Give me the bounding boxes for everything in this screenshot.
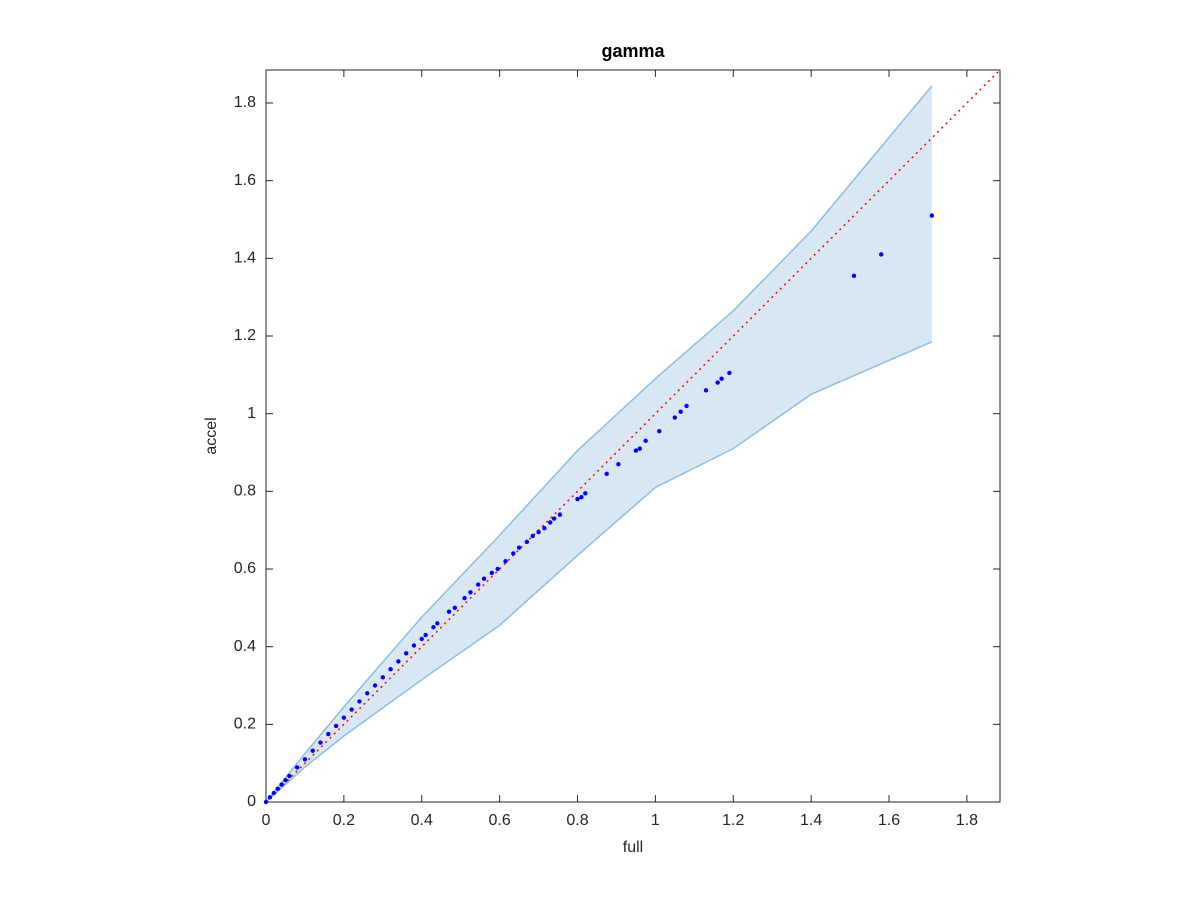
point — [672, 415, 678, 420]
point — [411, 643, 417, 648]
point — [333, 723, 339, 729]
point — [530, 533, 535, 539]
chart-title: gamma — [601, 41, 665, 61]
point — [326, 731, 331, 737]
point — [542, 526, 547, 531]
point — [489, 570, 495, 576]
band-upper — [265, 85, 933, 803]
point — [637, 446, 643, 451]
point — [435, 621, 440, 626]
point — [423, 632, 428, 638]
point — [283, 778, 288, 783]
point — [294, 765, 300, 770]
point — [715, 380, 720, 385]
x-tick-label: 1.4 — [800, 812, 822, 829]
x-tick-label: 1.6 — [878, 812, 900, 829]
point — [575, 496, 580, 502]
point — [503, 559, 508, 564]
point — [557, 512, 563, 517]
y-tick-label: 1 — [247, 405, 256, 422]
point — [403, 651, 409, 656]
x-tick-label: 0.4 — [411, 812, 433, 829]
point — [279, 782, 284, 787]
point — [481, 576, 487, 581]
point — [551, 516, 557, 521]
point — [357, 699, 362, 704]
point — [536, 529, 541, 535]
x-tick-label: 0.8 — [566, 812, 588, 829]
point — [365, 691, 370, 696]
point — [372, 683, 378, 688]
x-tick-label: 0.6 — [489, 812, 511, 829]
point — [419, 636, 424, 642]
point — [431, 625, 436, 630]
point — [341, 715, 347, 720]
point — [318, 740, 323, 745]
y-tick-label: 1.8 — [234, 94, 256, 111]
point — [583, 491, 588, 496]
point — [275, 786, 280, 791]
point — [310, 748, 315, 753]
band-fill — [266, 85, 932, 802]
point — [643, 438, 648, 444]
x-tick-label: 1.8 — [956, 812, 978, 829]
point — [719, 376, 724, 381]
point — [302, 757, 308, 762]
point — [616, 461, 621, 467]
point — [579, 494, 584, 500]
point — [495, 566, 500, 572]
y-tick-label: 0 — [247, 793, 256, 810]
point — [684, 403, 689, 409]
point — [851, 273, 857, 279]
point — [678, 409, 683, 414]
point — [548, 520, 553, 525]
y-tick-label: 0.2 — [234, 716, 256, 733]
point — [516, 545, 522, 550]
y-tick-label: 1.2 — [234, 327, 256, 344]
point — [703, 388, 709, 393]
band-lower — [265, 341, 933, 803]
point — [388, 666, 393, 672]
point — [511, 551, 516, 556]
x-axis-label: full — [623, 839, 643, 856]
point — [879, 252, 884, 257]
point — [476, 582, 481, 587]
point — [727, 370, 732, 376]
point — [267, 795, 273, 800]
y-tick-label: 1.6 — [234, 172, 256, 189]
point — [929, 213, 935, 218]
point — [604, 471, 609, 477]
point — [446, 609, 452, 614]
point — [657, 428, 662, 434]
point — [524, 539, 530, 545]
x-tick-label: 0 — [262, 812, 271, 829]
x-tick-label: 1.2 — [722, 812, 744, 829]
y-tick-label: 1.4 — [234, 250, 256, 267]
point — [468, 590, 473, 595]
point — [396, 659, 401, 664]
y-tick-label: 0.4 — [234, 638, 256, 655]
point — [271, 790, 276, 796]
point — [462, 595, 467, 601]
y-tick-label: 0.8 — [234, 483, 256, 500]
point — [349, 707, 354, 712]
x-tick-label: 0.2 — [333, 812, 355, 829]
point — [380, 675, 386, 680]
point — [452, 605, 458, 611]
point — [633, 448, 639, 453]
y-axis-label: accel — [203, 417, 220, 454]
x-tick-label: 1 — [651, 812, 660, 829]
axes-box — [265, 69, 1001, 803]
point — [287, 773, 292, 779]
y-tick-label: 0.6 — [234, 560, 256, 577]
